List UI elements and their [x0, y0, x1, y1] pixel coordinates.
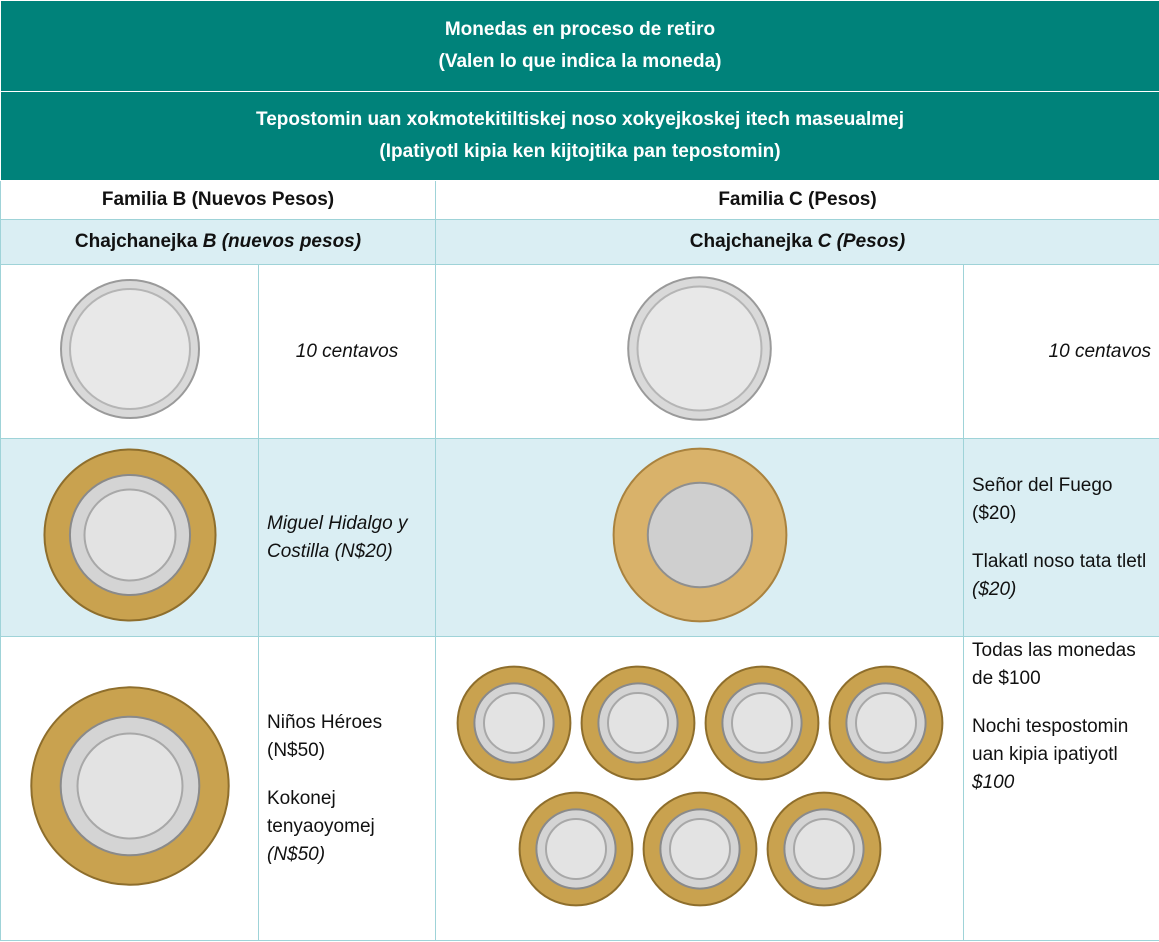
- family-name: Familia B (Nuevos Pesos): [1, 181, 436, 220]
- coin: [764, 789, 884, 909]
- text-run: (N$50): [267, 844, 325, 865]
- coin-part: [732, 693, 792, 753]
- description: Señor del Fuego ($20) Tlakatl noso tata t…: [964, 439, 1159, 637]
- coin-group: [436, 637, 964, 941]
- family-name: Familia C (Pesos): [436, 181, 1159, 220]
- coin: [610, 445, 790, 625]
- subtitle-cell: Tepostomin uan xokmotekitiltiskej noso x…: [1, 92, 1159, 181]
- coin: [622, 271, 777, 426]
- coin-table: Monedas en proceso de retiro (Valen lo q…: [0, 0, 1159, 941]
- text-run: Niños Héroes (N$50): [267, 712, 382, 761]
- coin-part: [484, 693, 544, 753]
- paragraph: 10 centavos: [972, 338, 1151, 366]
- text-run: Todas las monedas de $100: [972, 640, 1136, 689]
- translation-text: Chajchanejka: [75, 231, 198, 252]
- coin-part: [77, 733, 182, 838]
- coin-part: [670, 819, 730, 879]
- family-translation: Chajchanejka B (nuevos pesos): [1, 220, 436, 265]
- text-run: $100: [972, 772, 1014, 793]
- coin-part: [647, 482, 751, 586]
- coin: [826, 663, 946, 783]
- translation-emphasis: C (Pesos): [818, 231, 906, 252]
- description: 10 centavos: [964, 265, 1159, 439]
- description: Niños Héroes (N$50) Kokonej tenyaoyomej (…: [259, 637, 436, 941]
- paragraph: Nochi tespostomin uan kipia ipatiyotl $1…: [972, 713, 1151, 797]
- coin-part: [546, 819, 606, 879]
- coin-part: [608, 693, 668, 753]
- coin-part: [856, 693, 916, 753]
- text-run: Kokonej tenyaoyomej: [267, 788, 375, 837]
- text-run: Señor del Fuego ($20): [972, 475, 1113, 524]
- paragraph: 10 centavos: [267, 338, 427, 366]
- paragraph: Todas las monedas de $100: [972, 637, 1151, 693]
- coin-part: [794, 819, 854, 879]
- coin: [454, 663, 574, 783]
- title-line: Monedas en proceso de retiro: [9, 14, 1152, 46]
- coin: [55, 274, 205, 424]
- description: Todas las monedas de $100 Nochi tespostom…: [964, 637, 1159, 941]
- title-line: (Valen lo que indica la moneda): [9, 46, 1152, 78]
- translation-text: Chajchanejka: [690, 231, 813, 252]
- family-translation: Chajchanejka C (Pesos): [436, 220, 1159, 265]
- coin-image: [1, 265, 259, 439]
- coin-image: [436, 265, 964, 439]
- coin: [578, 663, 698, 783]
- coin: [25, 681, 235, 891]
- text-run: 10 centavos: [296, 341, 398, 362]
- paragraph: Niños Héroes (N$50): [267, 709, 427, 765]
- text-run: Nochi tespostomin uan kipia ipatiyotl: [972, 716, 1128, 765]
- paragraph: Señor del Fuego ($20): [972, 472, 1151, 528]
- coin-image: [1, 637, 259, 941]
- coin-image: [436, 439, 964, 637]
- coin-image: [1, 439, 259, 637]
- text-run: 10 centavos: [1049, 341, 1151, 362]
- paragraph: Miguel Hidalgo y Costilla (N$20): [267, 510, 427, 566]
- coin-part: [70, 289, 190, 409]
- coin-part: [638, 287, 762, 411]
- coin-part: [84, 489, 175, 580]
- text-run: Miguel Hidalgo y Costilla (N$20): [267, 513, 407, 562]
- subtitle-line: Tepostomin uan xokmotekitiltiskej noso x…: [9, 104, 1152, 136]
- subtitle-line: (Ipatiyotl kipia ken kijtojtika pan tepo…: [9, 136, 1152, 168]
- description: Miguel Hidalgo y Costilla (N$20): [259, 439, 436, 637]
- text-run: Tlakatl noso tata tletl: [972, 551, 1146, 572]
- title-cell: Monedas en proceso de retiro (Valen lo q…: [1, 1, 1159, 92]
- description: 10 centavos: [259, 265, 436, 439]
- coin: [702, 663, 822, 783]
- page: Monedas en proceso de retiro (Valen lo q…: [0, 0, 1159, 942]
- coin: [640, 789, 760, 909]
- coin: [39, 444, 221, 626]
- paragraph: Tlakatl noso tata tletl ($20): [972, 548, 1151, 604]
- translation-emphasis: B (nuevos pesos): [203, 231, 361, 252]
- text-run: ($20): [972, 579, 1016, 600]
- coin: [516, 789, 636, 909]
- paragraph: Kokonej tenyaoyomej (N$50): [267, 785, 427, 869]
